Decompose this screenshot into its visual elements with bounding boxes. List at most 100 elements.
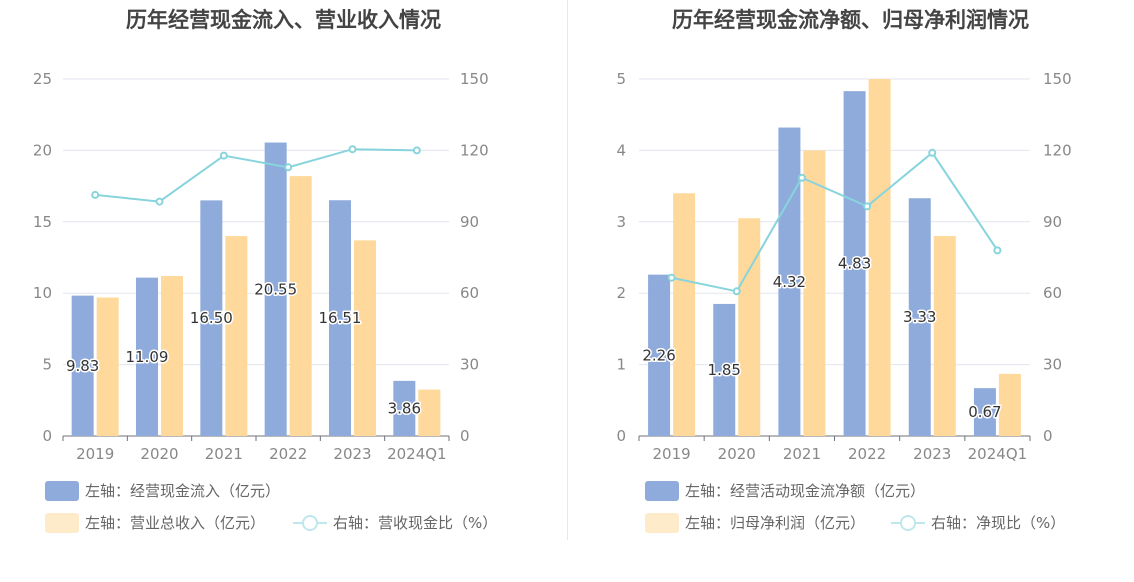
line-point: [993, 246, 1002, 255]
bar-primary: [329, 200, 351, 436]
bar-data-label: 0.67: [968, 403, 1001, 421]
bar-data-label: 3.33: [903, 308, 936, 326]
bar-primary: [264, 142, 287, 436]
legend-label: 左轴：经营活动现金流净额（亿元）: [685, 482, 926, 500]
bar-data-label: 4.83: [838, 255, 871, 273]
y-left-tick-label: 3: [616, 213, 626, 231]
line-series: [671, 151, 999, 293]
line-point: [667, 273, 676, 282]
bar-primary: [843, 91, 866, 436]
y-right-tick-label: 90: [460, 213, 479, 231]
y-right-tick-label: 120: [460, 141, 489, 159]
bar-secondary: [998, 373, 1021, 436]
legend-line-swatch: [293, 513, 327, 533]
legend-swatch: [645, 512, 679, 533]
line-point: [412, 146, 421, 155]
legend-swatch: [645, 480, 679, 501]
bar-secondary: [738, 218, 761, 436]
y-left-tick-label: 2: [616, 284, 626, 302]
y-left-tick-label: 20: [33, 141, 52, 159]
legend-item-bar-secondary[interactable]: 左轴：归母净利润（亿元）: [645, 512, 865, 533]
x-tick-label: 2024Q1: [387, 445, 447, 463]
y-left-tick-label: 5: [42, 356, 52, 374]
y-right-tick-label: 30: [460, 356, 479, 374]
x-tick-label: 2022: [848, 445, 886, 463]
y-left-tick-label: 25: [33, 70, 52, 88]
line-series: [95, 148, 417, 203]
chart-plot-area: 0 1 2 3 4 5 0 30 60 90 120 150 2019 2020 2021 2022 2023 2…: [616, 70, 1072, 463]
y-right-tick-label: 0: [1043, 427, 1053, 445]
chart-plot-area: 0 5 10 15 20 25 0 30 60 90 120 150 2019 2020 2021 2022 2…: [33, 70, 489, 463]
chart-panel-cashflow-revenue: 历年经营现金流入、营业收入情况 0 5 10 15 20 25 0 30 60 90 120 150 2…: [33, 8, 497, 533]
legend-item-bar-primary[interactable]: 左轴：经营活动现金流净额（亿元）: [645, 480, 925, 501]
legend-swatch: [45, 480, 79, 501]
y-left-tick-label: 5: [616, 70, 626, 88]
line-point: [863, 202, 872, 211]
y-right-tick-label: 150: [460, 70, 489, 88]
line-point: [284, 163, 293, 172]
chart-title: 历年经营现金流净额、归母净利润情况: [672, 8, 1029, 32]
line-point: [732, 287, 741, 296]
x-tick-label: 2021: [205, 445, 243, 463]
y-left-tick-label: 1: [616, 356, 626, 374]
legend-item-bar-secondary[interactable]: 左轴：营业总收入（亿元）: [45, 512, 265, 533]
bar-secondary: [933, 236, 956, 436]
bar-secondary: [96, 297, 119, 436]
bar-primary: [393, 380, 416, 436]
legend-item-line[interactable]: 右轴：营收现金比（%）: [293, 512, 497, 533]
bar-data-label: 16.50: [190, 309, 233, 327]
bar-secondary: [803, 150, 826, 436]
legend-label: 左轴：经营现金流入（亿元）: [85, 482, 281, 500]
legend-item-bar-primary[interactable]: 左轴：经营现金流入（亿元）: [45, 480, 280, 501]
y-left-tick-label: 0: [616, 427, 626, 445]
bar-secondary: [289, 176, 312, 436]
y-right-tick-label: 120: [1043, 141, 1072, 159]
legend-label: 右轴：营收现金比（%）: [333, 514, 498, 532]
x-tick-label: 2020: [718, 445, 756, 463]
x-tick-label: 2023: [913, 445, 951, 463]
legend-label: 右轴：净现比（%）: [931, 514, 1066, 532]
y-left-tick-label: 4: [616, 141, 626, 159]
legend-item-line[interactable]: 右轴：净现比（%）: [891, 512, 1065, 533]
bar-secondary: [673, 193, 696, 436]
chart-panel-netcash-profit: 历年经营现金流净额、归母净利润情况 0 1 2 3 4 5 0 30 60 90 120 150 201…: [567, 0, 1134, 582]
line-point: [155, 197, 164, 206]
y-right-tick-label: 60: [1043, 284, 1062, 302]
bar-primary: [778, 127, 801, 436]
y-left-tick-label: 15: [33, 213, 52, 231]
panel-divider: [567, 0, 568, 540]
bar-primary: [713, 303, 736, 436]
bar-data-label: 4.32: [773, 273, 806, 291]
bar-primary: [71, 295, 94, 436]
y-right-tick-label: 90: [1043, 213, 1062, 231]
bar-data-label: 3.86: [388, 399, 421, 417]
x-tick-label: 2024Q1: [968, 445, 1028, 463]
y-right-tick-label: 60: [460, 284, 479, 302]
y-left-tick-label: 10: [33, 284, 52, 302]
bar-data-label: 9.83: [66, 357, 99, 375]
line-point: [928, 148, 937, 157]
bar-secondary: [354, 240, 376, 436]
bar-primary: [200, 200, 223, 436]
bar-primary: [136, 277, 158, 436]
line-point: [219, 151, 228, 160]
line-point: [797, 173, 806, 182]
chart-title: 历年经营现金流入、营业收入情况: [126, 8, 441, 32]
legend-swatch: [45, 512, 79, 533]
x-tick-label: 2023: [333, 445, 371, 463]
bar-data-label: 20.55: [254, 280, 297, 298]
chart-legend: 左轴：经营现金流入（亿元） 左轴：营业总收入（亿元） 右轴：营收现金比（%）: [45, 480, 497, 533]
x-tick-label: 2021: [783, 445, 821, 463]
bar-primary: [908, 198, 931, 436]
bar-data-label: 1.85: [708, 361, 741, 379]
legend-label: 左轴：营业总收入（亿元）: [85, 514, 266, 532]
legend-label: 左轴：归母净利润（亿元）: [685, 514, 866, 532]
x-tick-label: 2020: [140, 445, 178, 463]
bar-secondary: [161, 276, 183, 436]
x-tick-label: 2019: [76, 445, 114, 463]
bar-primary: [648, 274, 671, 436]
line-point: [348, 145, 357, 154]
bar-secondary: [418, 389, 441, 436]
bar-data-label: 16.51: [319, 309, 362, 327]
bar-data-label: 11.09: [126, 348, 169, 366]
